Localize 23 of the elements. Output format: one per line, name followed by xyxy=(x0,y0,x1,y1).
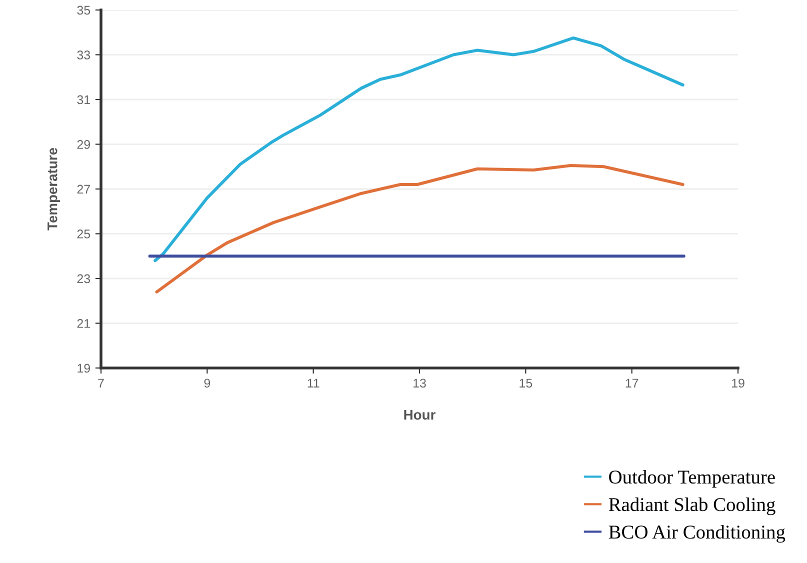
x-tick-label: 15 xyxy=(520,378,532,388)
y-tick-label: 35 xyxy=(77,6,90,15)
x-axis-title: Hour xyxy=(404,410,436,420)
y-tick-label: 19 xyxy=(78,364,90,373)
line-series xyxy=(154,36,684,262)
x-tick-label: 17 xyxy=(626,378,638,388)
y-tick-label: 25 xyxy=(77,230,90,238)
y-tick-label: 21 xyxy=(77,319,90,328)
y-tick-label: 23 xyxy=(77,274,90,284)
legend-label: BCO Air Conditioning xyxy=(608,524,786,543)
line-series xyxy=(155,164,684,294)
x-tick-label: 11 xyxy=(308,378,320,388)
y-tick-label: 31 xyxy=(77,95,90,104)
y-axis-title: Temperature xyxy=(48,148,60,230)
x-tick-label: 13 xyxy=(414,378,426,388)
y-tick-label: 33 xyxy=(77,50,90,60)
legend-label: Outdoor Temperature xyxy=(609,470,775,488)
x-tick-label: 7 xyxy=(98,378,104,388)
x-tick-label: 19 xyxy=(732,378,744,388)
y-tick-label: 27 xyxy=(77,184,90,194)
y-tick-label: 29 xyxy=(77,140,90,149)
x-tick-label: 9 xyxy=(204,378,210,388)
legend-label: Radiant Slab Cooling xyxy=(608,497,776,516)
